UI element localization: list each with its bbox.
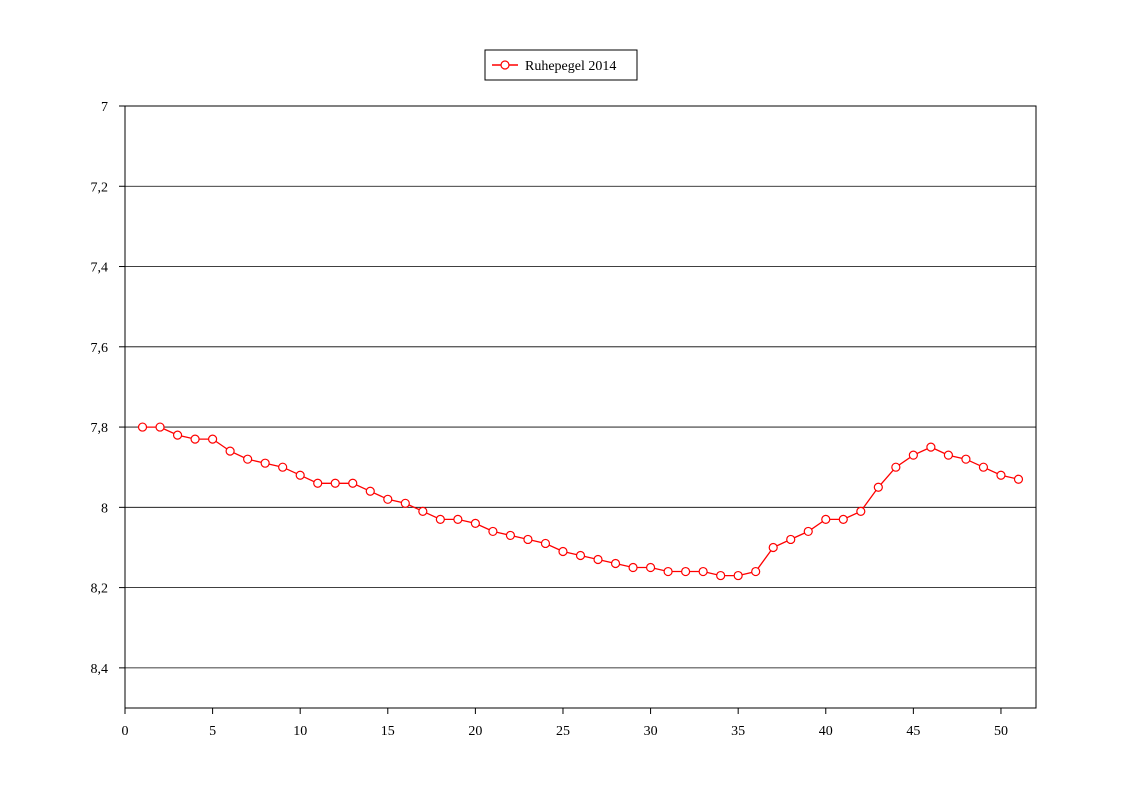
- data-point: [260, 458, 270, 468]
- data-point: [330, 478, 340, 488]
- data-point: [400, 498, 410, 508]
- x-tick-label: 30: [644, 724, 658, 739]
- data-point: [681, 566, 691, 577]
- data-point: [716, 570, 726, 581]
- data-point: [751, 566, 761, 577]
- data-point: [645, 562, 656, 573]
- data-point: [698, 566, 708, 577]
- y-tick-label: 7: [101, 100, 108, 115]
- y-tick-label: 7,6: [91, 341, 109, 356]
- data-point: [786, 534, 796, 545]
- data-point: [295, 470, 305, 480]
- data-point: [575, 550, 586, 561]
- axes: 7 7,2 7,4 7,6 7,8 8 8,2 8,4 0 5 10 15 20 25 30 35 40 45 50: [91, 100, 1008, 739]
- data-point: [856, 506, 866, 516]
- x-tick-label: 0: [122, 724, 129, 739]
- data-point: [540, 538, 551, 549]
- data-point: [1013, 474, 1024, 484]
- data-point: [593, 554, 603, 565]
- data-point: [891, 462, 901, 472]
- legend-marker: [500, 60, 510, 70]
- y-tick-label: 8: [101, 501, 108, 516]
- data-point: [365, 486, 375, 496]
- y-tick-label: 7,4: [91, 261, 109, 276]
- x-tick-label: 45: [906, 724, 920, 739]
- data-point: [558, 546, 568, 557]
- plot-border: [124, 105, 1037, 709]
- data-point: [996, 470, 1006, 480]
- legend: Ruhepegel 2014: [484, 49, 638, 81]
- data-point: [610, 558, 621, 569]
- data-point: [908, 450, 918, 460]
- data-point: [313, 478, 323, 488]
- legend-label: Ruhepegel 2014: [525, 59, 616, 74]
- y-tick-label: 7,8: [91, 421, 109, 436]
- data-point: [383, 494, 393, 504]
- data-point: [137, 422, 148, 432]
- data-point: [418, 506, 428, 516]
- data-point: [278, 462, 288, 472]
- data-point: [961, 454, 971, 464]
- data-point: [628, 562, 638, 573]
- data-point: [207, 434, 218, 444]
- x-tick-label: 35: [731, 724, 745, 739]
- data-point: [488, 526, 498, 537]
- x-tick-label: 50: [994, 724, 1008, 739]
- data-point: [926, 442, 936, 452]
- data-point: [733, 570, 743, 581]
- data-point: [172, 430, 183, 440]
- data-point: [155, 422, 165, 432]
- y-tick-label: 7,2: [91, 180, 109, 195]
- y-tick-label: 8,4: [91, 662, 109, 677]
- x-tick-label: 40: [819, 724, 833, 739]
- data-point: [873, 482, 883, 492]
- data-point: [943, 450, 954, 460]
- data-point: [768, 542, 778, 553]
- y-tick-label: 8,2: [91, 582, 109, 597]
- data-point: [803, 526, 813, 537]
- data-point: [348, 478, 358, 488]
- data-point: [663, 566, 673, 577]
- x-tick-label: 25: [556, 724, 570, 739]
- data-point: [470, 518, 480, 528]
- x-tick-label: 10: [293, 724, 307, 739]
- data-point: [821, 514, 831, 524]
- data-point: [435, 514, 445, 524]
- x-tick-label: 20: [468, 724, 482, 739]
- data-point: [838, 514, 848, 524]
- data-point: [190, 434, 200, 444]
- data-point: [505, 530, 516, 541]
- data-point: [523, 534, 533, 545]
- gridlines: [125, 185, 1036, 669]
- data-point: [243, 454, 253, 464]
- data-point: [978, 462, 989, 472]
- series-group: [137, 422, 1024, 581]
- plot-area: [125, 106, 1036, 708]
- x-tick-label: 15: [381, 724, 395, 739]
- data-point: [225, 446, 235, 456]
- data-point: [453, 514, 463, 524]
- x-tick-label: 5: [209, 724, 216, 739]
